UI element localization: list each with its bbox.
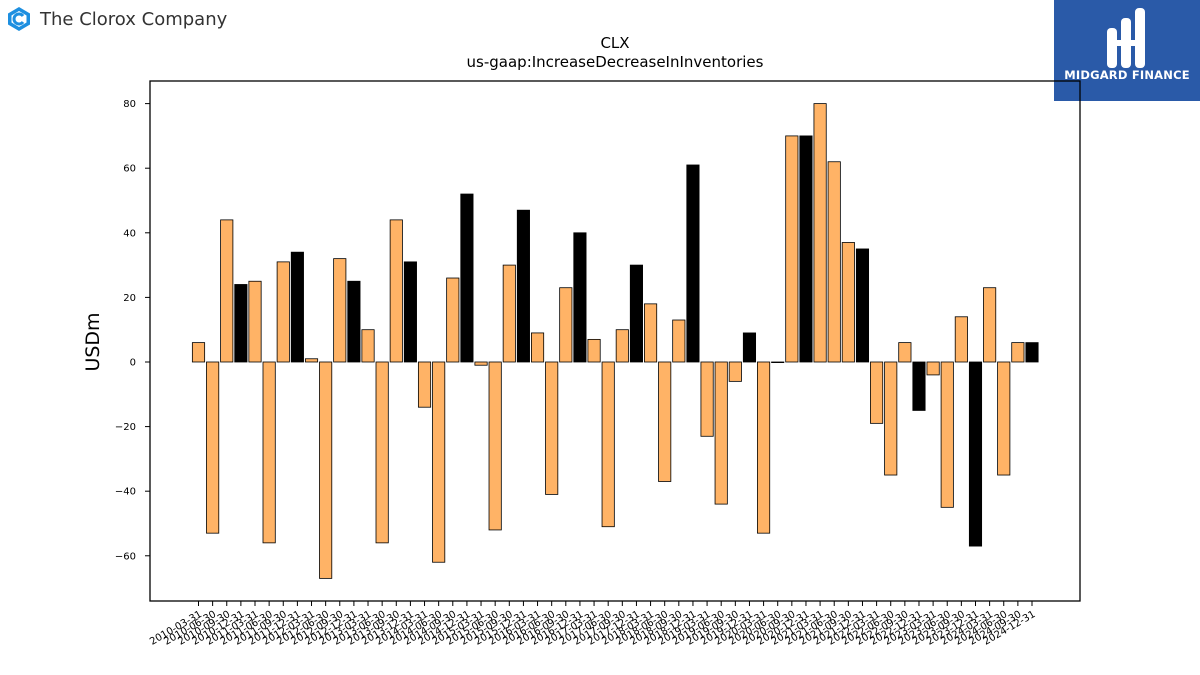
bar-2024-12-31 — [1025, 342, 1039, 363]
bar-2015-12-31 — [516, 209, 530, 363]
bar-2018-09-30 — [672, 319, 686, 363]
bar-2010-09-30 — [220, 219, 234, 363]
brand-logo: MIDGARD FINANCE — [1054, 0, 1200, 101]
bar-2017-09-30 — [615, 329, 629, 363]
chart-title: CLX — [600, 34, 629, 52]
y-tick-label: 60 — [123, 164, 136, 175]
bar-2017-06-30 — [601, 361, 615, 528]
y-tick-label: 0 — [130, 357, 136, 368]
bar-2019-03-31 — [700, 361, 714, 437]
bar-2016-06-30 — [545, 361, 559, 495]
bar-2014-03-31 — [417, 361, 432, 408]
bar-2024-09-30 — [1011, 342, 1025, 363]
bar-2018-03-31 — [644, 303, 658, 363]
bar-2019-12-31 — [742, 332, 757, 363]
bar-2010-12-31 — [234, 284, 248, 363]
y-tick-label: 80 — [123, 99, 136, 110]
bar-2010-06-30 — [206, 361, 220, 534]
company-name: The Clorox Company — [40, 8, 228, 30]
bar-2021-12-31 — [855, 248, 870, 363]
bar-2015-06-30 — [488, 361, 502, 531]
bar-2011-09-30 — [276, 261, 290, 363]
chart-subtitle: us-gaap:IncreaseDecreaseInInventories — [467, 53, 764, 71]
bar-2013-03-31 — [361, 329, 375, 363]
bar-2020-09-30 — [785, 135, 799, 363]
bar-2016-09-30 — [559, 287, 573, 363]
bar-2022-09-30 — [898, 342, 912, 363]
plot-frame — [149, 80, 1081, 602]
brand-name: MIDGARD FINANCE — [1064, 68, 1190, 82]
y-tick-label: −60 — [115, 551, 136, 562]
bar-2024-06-30 — [997, 361, 1011, 476]
bar-2023-12-31 — [968, 361, 983, 547]
company-header: The Clorox Company — [6, 5, 227, 33]
y-tick-label: 40 — [123, 228, 136, 239]
bar-2014-06-30 — [432, 361, 446, 563]
bar-2012-06-30 — [319, 361, 333, 579]
bar-2013-12-31 — [403, 261, 417, 363]
clorox-logo-icon — [8, 7, 30, 31]
bar-2020-03-31 — [757, 361, 771, 534]
bar-2013-09-30 — [389, 219, 403, 363]
bar-2015-03-31 — [474, 361, 488, 366]
bar-2011-06-30 — [262, 361, 276, 544]
bar-2023-06-30 — [940, 361, 954, 508]
bar-2022-03-31 — [870, 361, 884, 424]
bar-2015-09-30 — [502, 264, 516, 363]
bar-2016-03-31 — [531, 332, 545, 363]
bar-2022-12-31 — [912, 361, 926, 411]
bar-2021-09-30 — [841, 242, 855, 363]
bar-2021-03-31 — [813, 103, 827, 363]
midgard-logo-icon — [1107, 8, 1145, 68]
bar-2017-03-31 — [587, 338, 601, 363]
bar-2011-03-31 — [248, 280, 262, 363]
bar-2013-06-30 — [375, 361, 389, 544]
bar-2014-12-31 — [460, 193, 474, 363]
bar-2020-12-31 — [799, 135, 813, 363]
bar-2017-12-31 — [629, 264, 643, 363]
x-axis: 2010-03-312010-06-302010-09-302010-12-31… — [148, 601, 1038, 648]
bar-2014-09-30 — [446, 277, 460, 363]
bar-2022-06-30 — [884, 361, 898, 476]
bars-group — [191, 103, 1039, 579]
bar-2016-12-31 — [573, 232, 587, 363]
bar-2012-03-31 — [304, 358, 319, 363]
y-tick-label: −20 — [115, 422, 136, 433]
bar-2011-12-31 — [290, 251, 304, 363]
bar-2018-06-30 — [658, 361, 672, 482]
y-axis-label: USDm — [82, 312, 104, 371]
bar-2019-06-30 — [714, 361, 728, 505]
bar-2023-03-31 — [926, 361, 940, 376]
y-tick-label: 20 — [123, 293, 136, 304]
bar-2018-12-31 — [686, 164, 700, 363]
bar-2021-06-30 — [827, 161, 841, 363]
y-axis: −60 −40 −20 0 20 40 60 80 — [115, 99, 150, 562]
bar-2024-03-31 — [983, 287, 997, 363]
bar-2019-09-30 — [728, 361, 742, 382]
y-tick-label: −40 — [115, 487, 136, 498]
bar-2010-03-31 — [191, 342, 206, 363]
bar-2023-09-30 — [954, 316, 968, 363]
bar-2020-06-30 — [771, 361, 785, 363]
bar-2012-12-31 — [347, 280, 361, 363]
bar-2012-09-30 — [333, 258, 347, 363]
